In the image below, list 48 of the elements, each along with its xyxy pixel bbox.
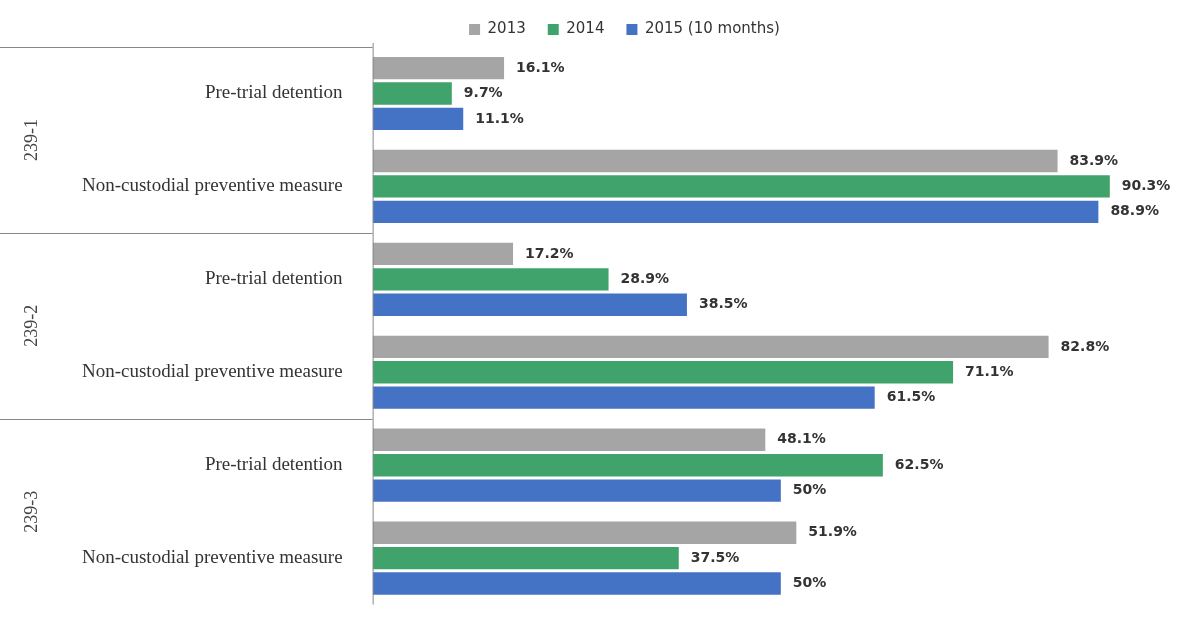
data-label: 11.1% (475, 109, 524, 126)
data-label: 28.9% (620, 269, 670, 286)
data-label: 37.5% (690, 548, 740, 565)
text: 239-3 (20, 490, 41, 533)
bar (372, 107, 464, 131)
data-label: 16.1% (516, 58, 565, 75)
bar (372, 546, 679, 570)
legend-label: 2014 (566, 19, 605, 38)
data-label: 88.9% (1110, 202, 1159, 219)
bar (372, 82, 452, 105)
bar (372, 521, 797, 544)
y-tick-label: Non-custodial preventive measure (81, 546, 343, 568)
data-label: 61.5% (886, 388, 936, 405)
data-label: 90.3% (1121, 177, 1171, 194)
bar (372, 293, 687, 316)
data-label: 62.5% (894, 455, 944, 472)
legend-label: 2013 (487, 19, 526, 38)
text: 239-2 (20, 304, 41, 347)
y-tick-label: Pre-trial detention (204, 453, 344, 475)
data-label: 17.2% (525, 244, 574, 261)
data-label: 50% (792, 481, 827, 498)
data-label: 82.8% (1060, 337, 1110, 354)
bar (372, 361, 954, 384)
bar (372, 454, 883, 477)
bar (372, 268, 609, 291)
bar (372, 572, 781, 595)
data-label: 71.1% (965, 362, 1014, 379)
bar (372, 428, 766, 451)
data-label: 48.1% (777, 430, 826, 447)
data-label: 38.5% (698, 295, 748, 312)
data-label: 50% (792, 574, 827, 591)
y-tick-label: Pre-trial detention (204, 267, 344, 289)
bar (372, 56, 505, 80)
bar (372, 386, 875, 409)
y-tick-label: Pre-trial detention (204, 81, 344, 103)
data-label: 83.9% (1069, 151, 1119, 168)
data-label: 51.9% (808, 523, 857, 540)
bar (372, 149, 1058, 173)
bar (372, 242, 514, 266)
y-tick-label: Non-custodial preventive measure (81, 360, 343, 382)
data-label: 9.7% (463, 84, 503, 101)
bar (372, 479, 781, 502)
bar (372, 175, 1110, 198)
text: 239-1 (20, 118, 41, 161)
legend-label: 2015 (10 months) (644, 19, 780, 38)
y-tick-label: Non-custodial preventive measure (81, 174, 343, 196)
bar (372, 335, 1049, 359)
bar (372, 200, 1099, 223)
